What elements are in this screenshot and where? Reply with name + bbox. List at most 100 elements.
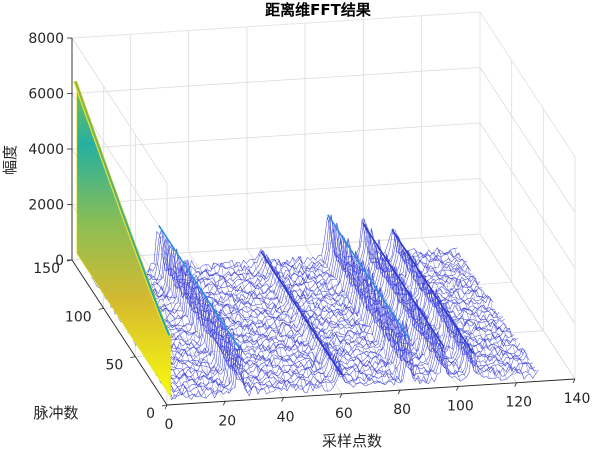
mesh-col (228, 262, 311, 386)
mesh-row (123, 261, 492, 328)
x-tick-label: 120 (505, 395, 532, 411)
mesh-col (199, 267, 282, 391)
y-tick-label: 50 (106, 358, 124, 374)
x-tick-mark (456, 386, 459, 391)
z-tick-label: 6000 (28, 87, 64, 103)
mesh-row (127, 268, 496, 335)
mesh-col (309, 259, 392, 382)
mesh-col (425, 254, 507, 379)
mesh-col (292, 257, 374, 383)
x-axis-line (166, 378, 576, 406)
mesh-row (112, 245, 481, 312)
mesh-col (454, 248, 536, 375)
mesh-row (137, 291, 505, 349)
mesh-row (167, 333, 535, 395)
y-tick-mark (130, 356, 136, 359)
mesh-row (171, 335, 539, 401)
box-edge (479, 11, 576, 158)
y-tick-label: 0 (146, 406, 155, 422)
mesh-col (448, 250, 531, 375)
z-axis-label: 幅度 (1, 145, 19, 175)
x-tick-label: 20 (218, 413, 236, 429)
mesh-row (114, 254, 483, 315)
mesh-row (135, 272, 503, 346)
mesh-col (419, 252, 502, 381)
mesh-row (122, 266, 490, 325)
mesh-row (169, 323, 537, 399)
mesh-col (367, 250, 450, 376)
mesh-col (234, 261, 317, 388)
mesh-col (315, 259, 398, 381)
mesh-col (211, 262, 293, 386)
mesh-row (125, 260, 494, 331)
x-tick-label: 0 (165, 417, 174, 433)
mesh-col (373, 254, 455, 377)
mesh-row (133, 278, 502, 344)
mesh-col (142, 271, 224, 395)
x-tick-mark (514, 382, 518, 387)
z-gridline (71, 11, 576, 158)
mesh-col (217, 262, 299, 388)
z-tick-label: 4000 (28, 142, 64, 158)
mesh-col (396, 251, 479, 373)
peak-ridge (327, 214, 410, 339)
mesh-row (108, 244, 477, 307)
mesh-col (402, 250, 484, 378)
mesh-col (147, 268, 230, 394)
mesh-row (97, 226, 466, 288)
y-tick-label: 150 (33, 261, 60, 277)
x-tick-mark (339, 393, 343, 399)
x-tick-mark (397, 389, 401, 395)
mesh-col (171, 269, 253, 390)
mesh-col (321, 255, 403, 384)
mesh-col (205, 264, 288, 391)
mesh-row (139, 285, 507, 352)
peak-ridge (260, 250, 343, 376)
mesh-col (252, 258, 334, 388)
peak-ridge (158, 225, 241, 350)
y-tick-label: 100 (65, 309, 92, 325)
mesh-row (150, 309, 518, 368)
mesh-col (153, 262, 236, 388)
mesh-col (223, 262, 305, 393)
mesh-col (240, 264, 322, 386)
mesh-row (105, 234, 473, 299)
y-axis-line (71, 259, 168, 406)
x-tick-label: 100 (447, 398, 474, 414)
x-tick-label: 40 (277, 410, 295, 426)
mesh-col (298, 256, 380, 383)
x-tick-label: 140 (564, 391, 591, 407)
y-tick-mark (98, 307, 104, 310)
x-tick-label: 60 (335, 406, 353, 422)
peak-ridge (391, 229, 474, 354)
mesh-col (269, 260, 351, 385)
x-tick-mark (281, 397, 284, 402)
mesh-row (101, 229, 470, 293)
mesh-col (379, 253, 461, 382)
mesh-row (103, 239, 471, 297)
z-tick-label: 2000 (28, 198, 64, 214)
mesh-col (442, 251, 525, 380)
x-axis-label: 采样点数 (322, 432, 382, 450)
y-tick-mark (161, 404, 168, 407)
dc-wall-edge (73, 81, 169, 336)
mesh-col (246, 263, 328, 392)
mesh-row (116, 260, 485, 316)
mesh-col (338, 254, 421, 384)
box-edge (71, 11, 481, 39)
z-gridline (71, 67, 576, 213)
mesh-col (431, 251, 513, 375)
x-tick-mark (222, 401, 226, 406)
x-axis-ticks: 0 20 40 60 80 100 120 140 (164, 378, 591, 433)
mesh-col (333, 250, 415, 379)
mesh-row (129, 275, 498, 337)
mesh-col (437, 247, 519, 370)
mesh-col (275, 259, 357, 385)
mesh-row (99, 222, 468, 292)
x-tick-mark (572, 378, 576, 384)
x-tick-mark (164, 404, 168, 410)
mesh-row (90, 216, 458, 277)
mesh-col (344, 257, 427, 383)
mesh-col (413, 248, 496, 379)
